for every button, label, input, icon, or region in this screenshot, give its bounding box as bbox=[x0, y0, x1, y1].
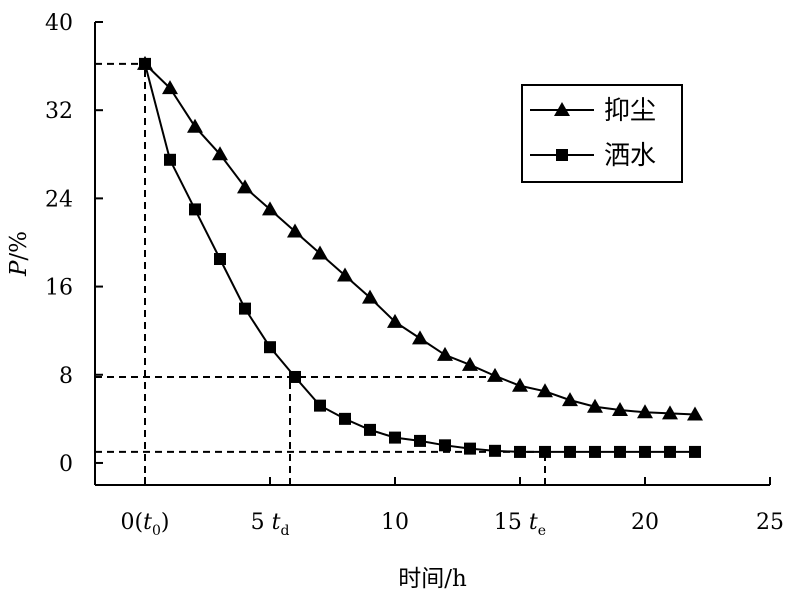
square-marker bbox=[439, 439, 451, 452]
legend-label: 抑尘 bbox=[604, 96, 656, 126]
legend-item: 抑尘 bbox=[530, 96, 656, 126]
triangle-marker bbox=[462, 356, 478, 371]
y-tick-label: 40 bbox=[45, 11, 73, 36]
square-marker bbox=[164, 153, 176, 166]
square-marker bbox=[689, 445, 701, 458]
triangle-marker bbox=[387, 313, 403, 328]
triangle-marker bbox=[487, 367, 503, 382]
y-tick-label: 24 bbox=[45, 187, 73, 212]
square-marker bbox=[314, 399, 326, 412]
y-axis-title: P/% bbox=[6, 231, 32, 277]
legend-item: 洒水 bbox=[530, 141, 656, 171]
square-marker bbox=[339, 412, 351, 425]
x-axis-title: 时间/h bbox=[398, 566, 467, 592]
square-marker bbox=[139, 57, 151, 70]
triangle-marker bbox=[312, 245, 328, 260]
triangle-marker bbox=[212, 146, 228, 161]
triangle-marker bbox=[262, 201, 278, 216]
x-tick-label: 5 td bbox=[251, 510, 290, 539]
square-marker bbox=[539, 445, 551, 458]
x-tick-label: 0(t0) bbox=[121, 510, 170, 539]
y-tick-label: 0 bbox=[59, 452, 73, 477]
square-marker bbox=[664, 445, 676, 458]
legend-triangle-marker bbox=[554, 102, 570, 116]
triangle-marker bbox=[687, 406, 703, 421]
triangle-marker bbox=[337, 267, 353, 282]
triangle-marker bbox=[562, 392, 578, 407]
triangle-marker bbox=[637, 404, 653, 419]
x-tick-label: 15 te bbox=[494, 510, 546, 539]
square-marker bbox=[464, 442, 476, 455]
legend-square-marker bbox=[556, 149, 568, 161]
square-marker bbox=[364, 423, 376, 436]
triangle-marker bbox=[187, 118, 203, 133]
square-marker bbox=[239, 302, 251, 315]
x-tick-label: 25 bbox=[756, 510, 784, 535]
series-2 bbox=[139, 57, 701, 458]
axes: 0 8 16 24 32 40 0(t0) 5 td 10 15 te 20 25 时间/h P/% bbox=[6, 11, 784, 592]
triangle-marker bbox=[537, 383, 553, 398]
square-marker bbox=[264, 341, 276, 354]
square-marker bbox=[589, 445, 601, 458]
legend-label: 洒水 bbox=[604, 141, 656, 171]
square-marker bbox=[564, 445, 576, 458]
x-tick-label: 10 bbox=[381, 510, 409, 535]
square-marker bbox=[389, 431, 401, 444]
square-marker bbox=[514, 445, 526, 458]
square-marker bbox=[614, 445, 626, 458]
square-marker bbox=[289, 370, 301, 383]
y-tick-label: 32 bbox=[45, 99, 73, 124]
y-tick-label: 16 bbox=[45, 276, 73, 301]
triangle-marker bbox=[612, 402, 628, 417]
triangle-marker bbox=[512, 377, 528, 392]
legend-box bbox=[521, 84, 683, 183]
reference-lines bbox=[95, 62, 546, 485]
x-tick-label: 20 bbox=[631, 510, 659, 535]
square-marker bbox=[414, 434, 426, 447]
triangle-marker bbox=[587, 398, 603, 413]
series-group bbox=[137, 55, 703, 458]
triangle-marker bbox=[237, 179, 253, 194]
triangle-marker bbox=[662, 405, 678, 420]
square-marker bbox=[489, 444, 501, 457]
square-marker bbox=[214, 253, 226, 266]
triangle-marker bbox=[412, 330, 428, 345]
triangle-marker bbox=[362, 289, 378, 304]
triangle-marker bbox=[162, 80, 178, 95]
square-marker bbox=[639, 445, 651, 458]
square-marker bbox=[189, 203, 201, 216]
triangle-marker bbox=[287, 223, 303, 238]
triangle-marker bbox=[437, 346, 453, 361]
y-tick-label: 8 bbox=[59, 364, 73, 389]
